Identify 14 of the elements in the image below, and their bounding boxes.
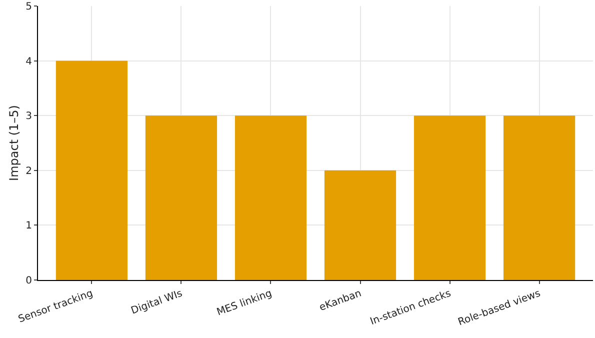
bar: [56, 60, 128, 280]
bar: [324, 170, 396, 280]
bar: [503, 116, 576, 280]
bar: [414, 116, 486, 280]
x-tick-label: MES linking: [216, 288, 274, 318]
y-tick-label: 4: [26, 56, 32, 68]
y-axis-title: Impact (1–5): [6, 105, 21, 181]
bar: [234, 116, 307, 280]
y-tick-label: 5: [26, 2, 32, 12]
y-tick-label: 3: [26, 111, 32, 122]
y-tick-label: 0: [26, 276, 32, 286]
y-tick-label: 2: [26, 166, 32, 177]
y-tick-label: 1: [26, 220, 32, 232]
bar: [145, 116, 218, 280]
